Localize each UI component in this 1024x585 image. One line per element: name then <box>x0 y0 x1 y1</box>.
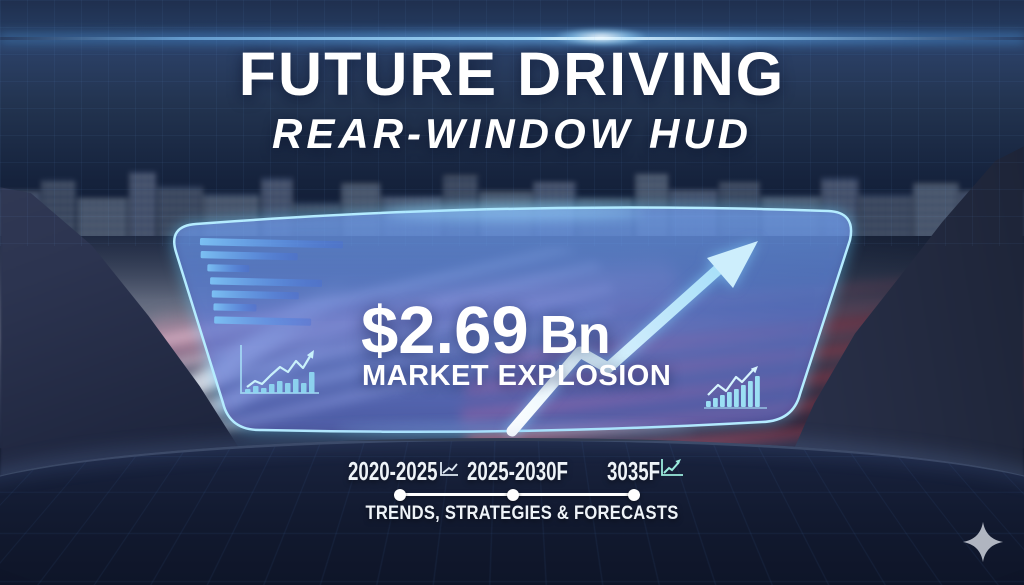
market-caption: MARKET EXPLOSION <box>362 360 672 392</box>
building-silhouette <box>262 178 292 242</box>
market-value-unit: Bn <box>539 305 611 365</box>
title-block: FUTURE DRIVING REAR-WINDOW HUD <box>0 44 1024 155</box>
building-silhouette <box>822 178 858 242</box>
building-silhouette <box>342 184 380 242</box>
building-silhouette <box>860 194 912 242</box>
building-silhouette <box>636 174 668 242</box>
building-silhouette <box>670 190 718 242</box>
building-silhouette <box>480 192 532 242</box>
building-silhouette <box>534 182 576 242</box>
lens-flare <box>556 28 646 46</box>
poster-subtitle: REAR-WINDOW HUD <box>272 110 752 157</box>
building-silhouette <box>130 172 156 242</box>
building-silhouette <box>720 182 760 242</box>
building-silhouette <box>204 194 260 242</box>
horizon-light-streak <box>0 37 1024 40</box>
building-silhouette <box>78 198 128 242</box>
building-silhouette <box>158 186 202 242</box>
market-value: $2.69 Bn <box>361 292 611 369</box>
market-value-amount: $2.69 <box>361 293 529 368</box>
deck-grid <box>0 441 1024 585</box>
rear-deck <box>0 438 1024 585</box>
building-silhouette <box>444 176 478 242</box>
poster-title: FUTURE DRIVING <box>238 40 786 108</box>
city-skyline <box>0 162 1024 242</box>
four-point-star-icon <box>962 521 1004 563</box>
